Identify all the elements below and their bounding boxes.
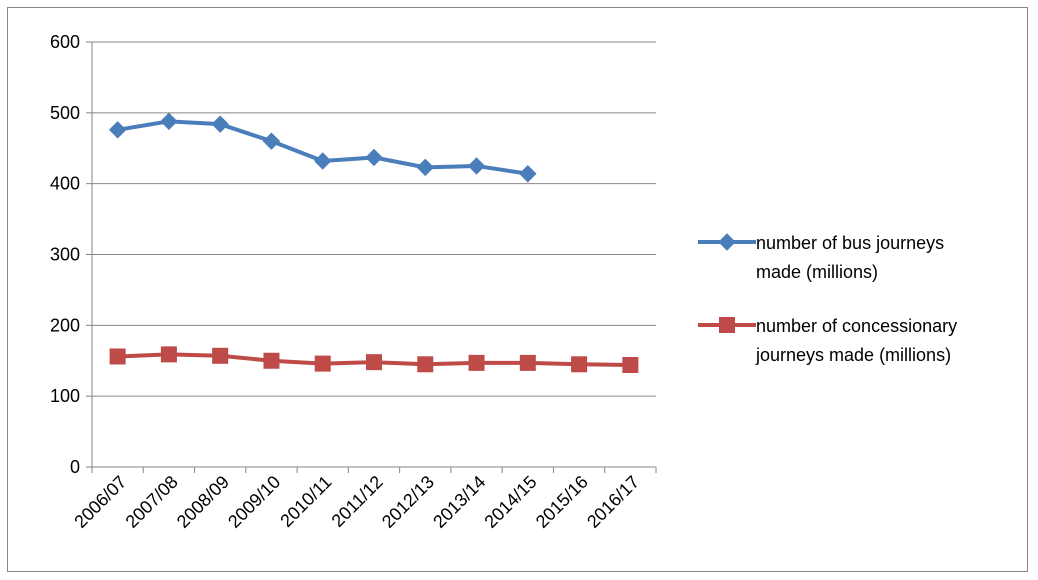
series-2-point <box>571 356 588 373</box>
x-tick-label: 2014/15 <box>480 472 540 532</box>
legend-swatch-marker <box>718 233 736 251</box>
x-tick-label: 2009/10 <box>224 472 284 532</box>
series-2-point <box>622 357 639 373</box>
series-1-point <box>416 158 434 177</box>
legend-entry-2: number of concessionary journeys made (mi… <box>698 316 957 365</box>
chart-frame: 0 100 200 300 400 500 600 2006/07 2007/08 2008/09… <box>7 7 1028 572</box>
x-tick-label: 2011/12 <box>328 472 387 531</box>
series-2-point <box>109 348 126 365</box>
legend-label: number of concessionary <box>756 316 957 336</box>
line-chart: 0 100 200 300 400 500 600 2006/072007/082008/09… <box>50 32 957 532</box>
series-1 <box>108 112 537 183</box>
y-tick-label: 500 <box>50 103 80 123</box>
y-tick-label: 300 <box>50 245 80 265</box>
series-2-point <box>314 355 331 372</box>
series-2-point <box>160 346 177 363</box>
x-tick-label: 2012/13 <box>378 472 438 532</box>
series-1-point <box>108 121 127 139</box>
series-2-point <box>212 347 229 364</box>
series-2-point <box>468 354 485 371</box>
series-1-point <box>314 152 332 170</box>
y-tick-label: 600 <box>50 32 80 52</box>
series-layer <box>108 112 639 373</box>
y-tick-label: 0 <box>70 457 80 477</box>
x-tick-label: 2008/09 <box>173 472 233 532</box>
legend-label: number of bus journeys <box>756 233 944 253</box>
series-2 <box>109 346 639 373</box>
legend-entry-1: number of bus journeys made (millions) <box>698 233 944 282</box>
series-2-point <box>366 354 382 371</box>
x-tick-label: 2016/17 <box>583 472 643 532</box>
series-2-point <box>263 352 280 369</box>
series-1-point <box>467 157 486 175</box>
series-1-point <box>160 112 178 131</box>
x-tick-label: 2015/16 <box>532 472 592 532</box>
legend-swatch-marker <box>719 317 735 333</box>
series-2-point <box>519 354 536 371</box>
series-2-point <box>417 356 434 373</box>
series-1-point <box>519 165 537 183</box>
x-tick-label: 2006/07 <box>70 472 130 532</box>
gridlines <box>92 41 656 397</box>
legend-label: journeys made (millions) <box>755 345 951 365</box>
series-1-point <box>211 115 229 133</box>
x-tick-label: 2013/14 <box>429 472 489 532</box>
legend-label: made (millions) <box>756 262 878 282</box>
axes: 0 100 200 300 400 500 600 2006/072007/082008/09… <box>50 32 657 532</box>
series-1-point <box>365 148 383 167</box>
y-tick-label: 200 <box>50 315 80 335</box>
series-1-point <box>262 132 281 150</box>
y-tick-label: 400 <box>50 174 80 194</box>
x-tick-label: 2007/08 <box>122 472 182 532</box>
x-tick-label: 2010/11 <box>276 472 335 531</box>
y-tick-label: 100 <box>50 386 80 406</box>
